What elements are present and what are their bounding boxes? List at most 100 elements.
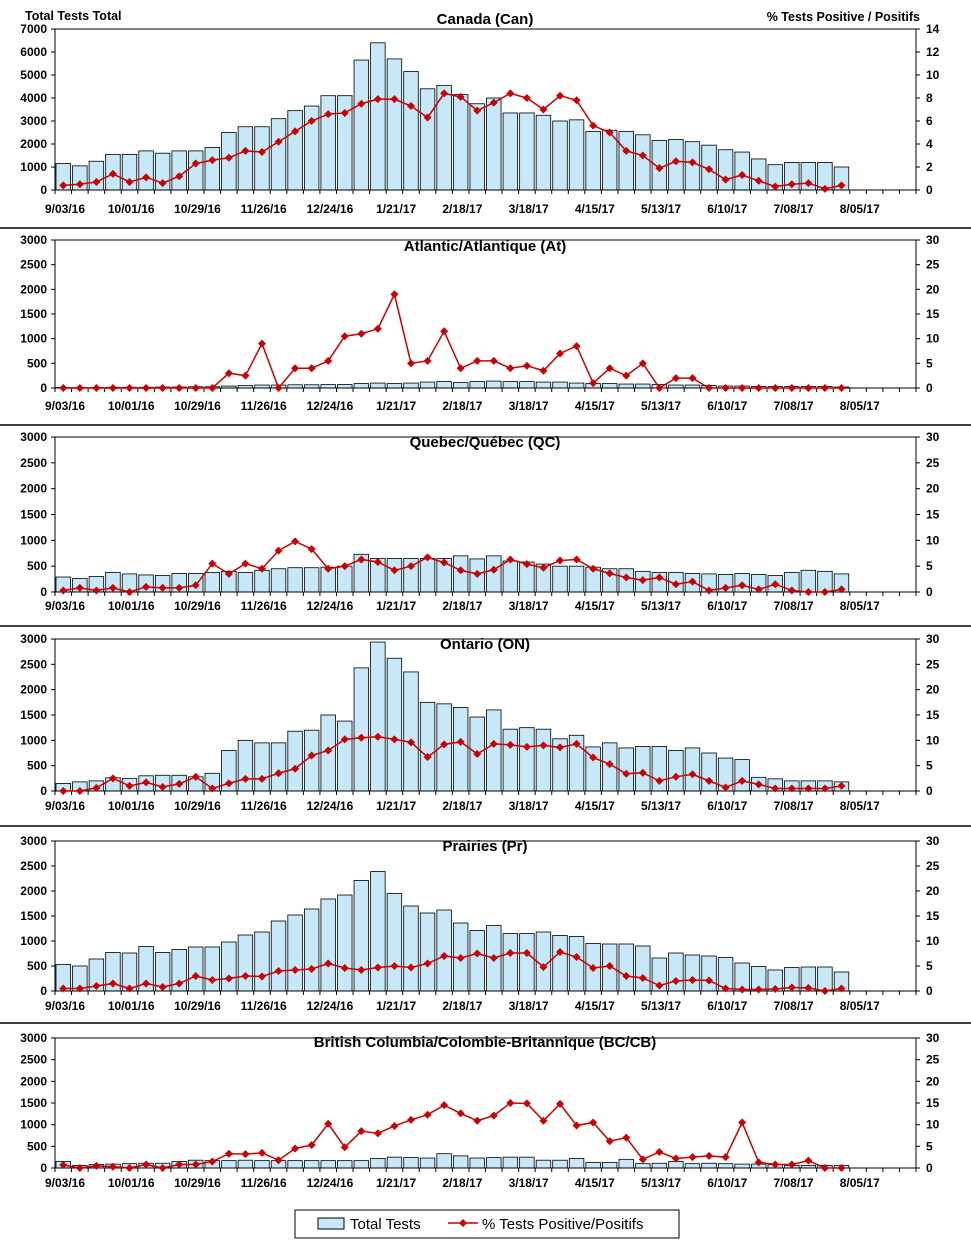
y-tick-label: 0 <box>40 1161 47 1175</box>
pct-positive-point <box>489 1111 498 1120</box>
pct-positive-point <box>208 384 217 392</box>
y-tick-label: 6000 <box>20 45 47 59</box>
pct-positive-point <box>307 1141 316 1150</box>
y-tick-label: 0 <box>40 183 47 197</box>
pct-positive-point <box>208 976 217 984</box>
total-tests-bar <box>486 709 502 792</box>
x-tick-label: 1/21/17 <box>376 799 416 813</box>
total-tests-bar <box>519 112 535 191</box>
pct-positive-point <box>787 384 796 392</box>
pct-positive-point <box>75 787 84 795</box>
total-tests-bar <box>254 742 270 792</box>
pct-positive-point <box>274 546 283 555</box>
pct-positive-point <box>440 952 449 960</box>
pct-positive-point <box>291 127 300 136</box>
pct-positive-point <box>671 977 680 985</box>
y-tick-label: 7000 <box>20 22 47 36</box>
chart-panel: 0 500 1000 1500 2000 2500 3000 0 5 10 15 20 25 30 9/03… <box>20 1031 939 1190</box>
total-tests-bar <box>436 381 452 389</box>
total-tests-bar <box>287 567 303 593</box>
x-tick-label: 12/24/16 <box>307 399 354 413</box>
pct-positive-point <box>125 588 134 596</box>
pct-positive-point <box>373 732 382 741</box>
pct-positive-point <box>291 764 300 773</box>
pct-positive-point <box>638 1155 647 1164</box>
pct-positive-point <box>92 783 101 792</box>
x-tick-label: 3/18/17 <box>509 202 549 216</box>
x-tick-label: 8/05/17 <box>840 399 880 413</box>
pct-positive-point <box>241 559 250 568</box>
x-tick-label: 8/05/17 <box>840 202 880 216</box>
pct-positive-point <box>406 359 415 368</box>
total-tests-bar <box>684 747 701 792</box>
pct-positive-point <box>655 573 664 582</box>
pct-positive-point <box>340 964 349 972</box>
pct-positive-point <box>671 374 680 383</box>
y2-tick-label: 25 <box>926 859 940 873</box>
pct-positive-point <box>721 783 730 792</box>
pct-positive-point <box>423 356 432 365</box>
total-tests-bar <box>320 1160 336 1169</box>
pct-positive-point <box>257 564 266 573</box>
chart-title: British Columbia/Colombie-Britannique (B… <box>314 1034 657 1051</box>
y-tick-label: 1500 <box>20 708 47 722</box>
pct-positive-point <box>506 1099 515 1107</box>
pct-positive-point <box>208 559 217 568</box>
total-tests-bar <box>303 567 320 593</box>
pct-positive-point <box>142 1160 151 1169</box>
pct-positive-point <box>506 555 515 564</box>
pct-positive-point <box>307 751 316 760</box>
y-tick-label: 2500 <box>20 1053 47 1067</box>
total-tests-bar <box>353 1160 370 1169</box>
pct-positive-point <box>705 165 714 174</box>
x-tick-label: 7/08/17 <box>774 999 814 1013</box>
pct-positive-point <box>837 781 846 790</box>
y-tick-label: 2000 <box>20 1074 47 1088</box>
pct-positive-point <box>456 737 465 746</box>
pct-positive-point <box>406 102 415 111</box>
pct-positive-point <box>473 356 482 365</box>
x-tick-label: 10/01/16 <box>108 999 155 1013</box>
pct-positive-point <box>291 364 300 373</box>
plot-frame <box>54 1037 917 1169</box>
total-tests-bar <box>337 1160 353 1169</box>
total-tests-bar <box>668 750 684 792</box>
x-tick-label: 8/05/17 <box>840 1176 880 1190</box>
pct-positive-point <box>473 106 482 115</box>
y2-tick-label: 15 <box>926 708 940 722</box>
y-tick-label: 1000 <box>20 1118 47 1132</box>
y-tick-label: 0 <box>40 585 47 599</box>
x-tick-label: 3/18/17 <box>509 799 549 813</box>
pct-positive-point <box>804 984 813 992</box>
total-tests-bar <box>353 59 370 191</box>
y-tick-label: 3000 <box>20 114 47 128</box>
pct-positive-point <box>274 137 283 146</box>
x-tick-label: 1/21/17 <box>376 399 416 413</box>
x-tick-label: 9/03/16 <box>45 999 85 1013</box>
pct-positive-point <box>506 949 515 957</box>
y-tick-label: 1000 <box>20 332 47 346</box>
pct-positive-point <box>556 948 565 956</box>
pct-positive-point <box>572 739 581 748</box>
total-tests-bar <box>684 1163 701 1169</box>
total-tests-bar <box>717 1163 734 1169</box>
y2-tick-label: 14 <box>926 22 940 36</box>
x-tick-label: 7/08/17 <box>774 599 814 613</box>
total-tests-bar <box>535 114 552 191</box>
y2-tick-label: 10 <box>926 332 940 346</box>
chart-panels: 0100020003000400050006000700002468101214… <box>0 11 971 1190</box>
pct-positive-point <box>489 98 498 107</box>
y-tick-label: 2000 <box>20 137 47 151</box>
left-axis-header: Total Tests Total <box>25 9 122 23</box>
pct-positive-point <box>423 553 432 562</box>
total-tests-bar <box>602 1161 618 1169</box>
legend-line-label: % Tests Positive/Positifs <box>482 1216 643 1233</box>
pct-positive-point <box>456 92 465 101</box>
x-tick-label: 5/13/17 <box>641 999 681 1013</box>
total-tests-bar <box>303 1160 320 1169</box>
pct-positive-point <box>423 113 432 122</box>
total-tests-bar <box>502 560 519 593</box>
pct-positive-point <box>721 583 730 592</box>
total-tests-bar <box>386 58 403 191</box>
pct-positive-point <box>705 384 714 392</box>
